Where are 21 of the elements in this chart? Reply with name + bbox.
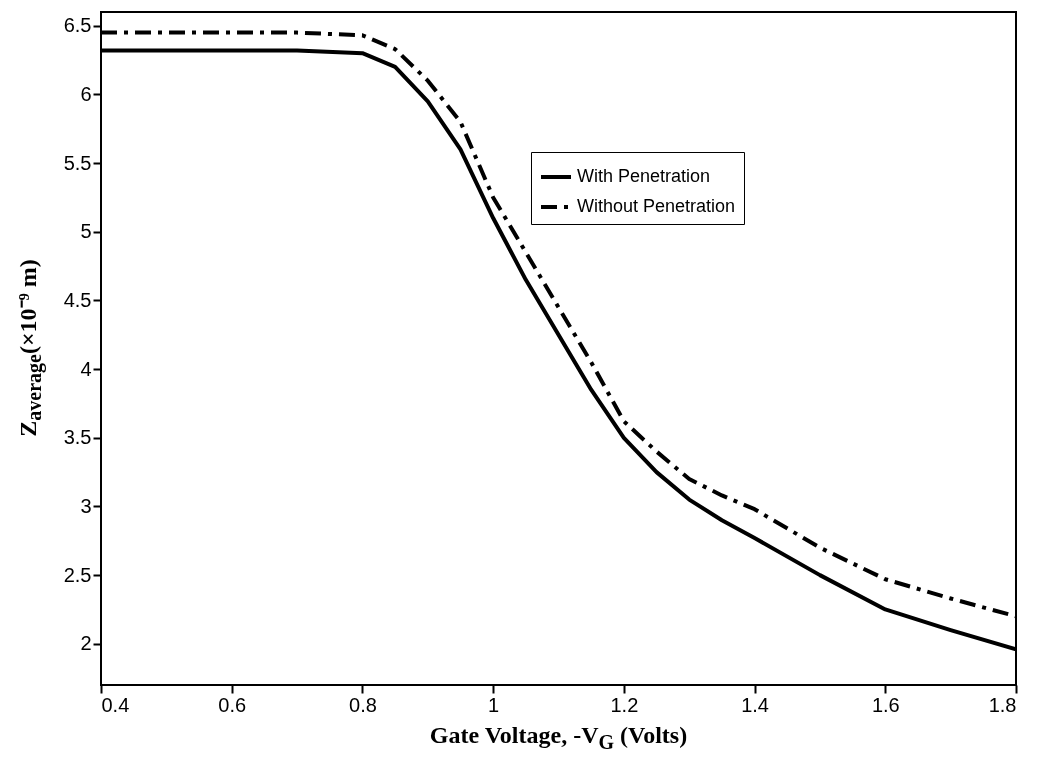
x-tick-label: 0.8 (349, 693, 377, 716)
x-tick-label: 1.4 (741, 693, 769, 716)
x-tick-label: 1.6 (871, 693, 900, 716)
y-tick-label: 2.5 (63, 563, 92, 586)
x-tick-label: 1.8 (988, 693, 1017, 716)
y-tick-label: 4.5 (63, 288, 92, 311)
y-tick-label: 6.5 (63, 14, 92, 37)
y-tick-label: 5 (80, 220, 92, 243)
x-tick-label: 1 (488, 693, 500, 716)
x-tick-label: 0.4 (101, 693, 130, 716)
x-axis-title: Gate Voltage, -V$_{G}$ (Volts) (428, 722, 689, 754)
x-tick-label: 0.6 (218, 693, 247, 716)
x-tick-label: 1.2 (610, 693, 639, 716)
y-tick-label: 3.5 (63, 426, 92, 449)
y-tick-label: 3 (80, 494, 92, 517)
y-tick-label: 6 (80, 82, 92, 105)
y-tick-label: 2 (80, 632, 92, 655)
y-tick-label: 5.5 (63, 151, 92, 174)
y-tick-label: 4 (80, 357, 92, 380)
legend-label: With Penetration (577, 166, 711, 186)
legend-label: Without Penetration (577, 196, 736, 216)
